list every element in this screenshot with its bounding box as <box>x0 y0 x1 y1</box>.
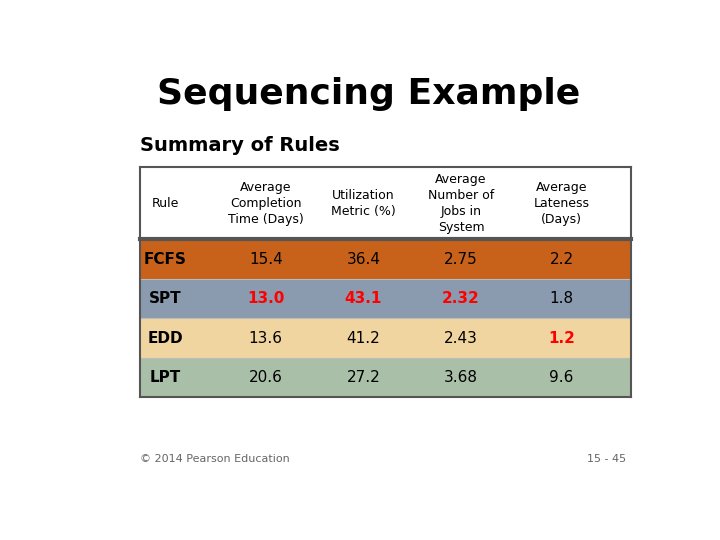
Text: 9.6: 9.6 <box>549 370 574 385</box>
Bar <box>140 279 631 319</box>
Text: 1.8: 1.8 <box>549 291 574 306</box>
Text: 3.68: 3.68 <box>444 370 478 385</box>
Bar <box>140 239 631 279</box>
Bar <box>140 167 631 239</box>
Text: 2.43: 2.43 <box>444 330 478 346</box>
Text: 41.2: 41.2 <box>346 330 380 346</box>
Text: 20.6: 20.6 <box>249 370 283 385</box>
Text: 13.0: 13.0 <box>247 291 284 306</box>
Text: 15 - 45: 15 - 45 <box>587 454 626 464</box>
Text: 2.32: 2.32 <box>442 291 480 306</box>
Text: 2.2: 2.2 <box>549 252 574 267</box>
Text: LPT: LPT <box>150 370 181 385</box>
Text: Average
Completion
Time (Days): Average Completion Time (Days) <box>228 180 304 226</box>
Text: 43.1: 43.1 <box>345 291 382 306</box>
Text: 1.2: 1.2 <box>548 330 575 346</box>
Text: 36.4: 36.4 <box>346 252 380 267</box>
Text: Utilization
Metric (%): Utilization Metric (%) <box>331 188 396 218</box>
Bar <box>140 358 631 397</box>
Text: Average
Number of
Jobs in
System: Average Number of Jobs in System <box>428 173 494 234</box>
Text: Rule: Rule <box>152 197 179 210</box>
Text: 13.6: 13.6 <box>249 330 283 346</box>
Text: 15.4: 15.4 <box>249 252 283 267</box>
Text: 2.75: 2.75 <box>444 252 478 267</box>
Bar <box>140 319 631 358</box>
Text: Summary of Rules: Summary of Rules <box>140 137 340 156</box>
Text: 27.2: 27.2 <box>346 370 380 385</box>
Text: Sequencing Example: Sequencing Example <box>158 77 580 111</box>
Text: FCFS: FCFS <box>144 252 186 267</box>
Text: EDD: EDD <box>148 330 183 346</box>
Text: © 2014 Pearson Education: © 2014 Pearson Education <box>140 454 290 464</box>
Text: SPT: SPT <box>149 291 181 306</box>
Text: Average
Lateness
(Days): Average Lateness (Days) <box>534 180 590 226</box>
